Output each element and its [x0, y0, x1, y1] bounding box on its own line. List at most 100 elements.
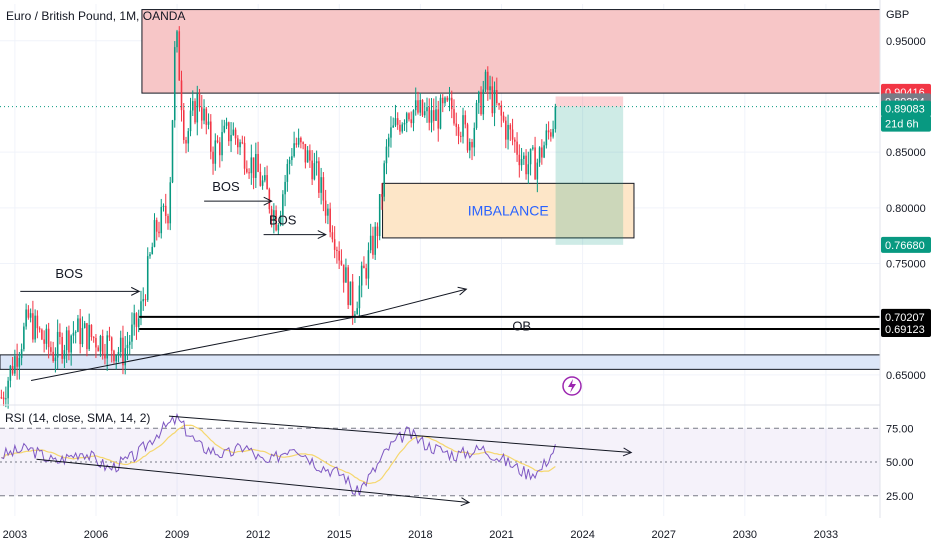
candle-body [435, 109, 437, 121]
candle-body [441, 97, 444, 104]
annotation-label: OB [512, 318, 531, 333]
candle-body [9, 365, 12, 381]
candle-body [306, 150, 309, 163]
candle-body [106, 335, 108, 359]
candle-body [246, 168, 248, 173]
candle-body [43, 339, 45, 344]
candle-body [523, 155, 525, 159]
candle-body [275, 210, 277, 231]
candle-body [273, 210, 275, 221]
candle-body [241, 142, 244, 144]
candle-body [511, 129, 514, 140]
candle-body [151, 246, 154, 255]
candle-body [534, 147, 536, 180]
candle-body [345, 267, 347, 283]
time-tick-label: 2027 [651, 529, 675, 541]
time-tick-label: 2006 [84, 529, 108, 541]
chart-title: Euro / British Pound, 1M, OANDA [6, 9, 185, 23]
candle-body [122, 337, 124, 366]
candle-body [318, 161, 320, 193]
time-axis-bg [0, 518, 932, 550]
candle-body [484, 71, 487, 90]
candle-body [41, 329, 43, 340]
candle-body [205, 108, 208, 125]
candle-body [239, 142, 241, 148]
candle-body [450, 97, 453, 110]
candle-body [550, 132, 552, 137]
candle-body [552, 128, 554, 137]
candle-body [475, 102, 478, 128]
candle-body [365, 268, 367, 279]
candle-body [110, 337, 113, 351]
candle-body [464, 115, 467, 125]
time-tick-label: 2018 [408, 529, 432, 541]
candle-body [423, 111, 426, 116]
candle-body [219, 142, 221, 156]
candle-body [99, 335, 102, 352]
candle-body [401, 124, 404, 132]
candle-body [320, 177, 322, 193]
candle-body [385, 146, 388, 164]
candle-body [257, 154, 259, 172]
candle-body [324, 200, 327, 216]
candle-body [47, 328, 50, 348]
alert-icon[interactable] [562, 376, 582, 396]
price-tick-label: 0.65000 [886, 370, 926, 382]
drawings[interactable]: BOS BOS BOS OB [0, 106, 880, 507]
candle-body [473, 127, 476, 148]
time-tick-label: 2024 [570, 529, 594, 541]
candle-body [351, 281, 354, 317]
candle-body [124, 348, 127, 366]
candle-body [437, 109, 440, 129]
candle-body [162, 205, 165, 207]
candle-body [327, 208, 329, 216]
price-tag-label: 0.89083 [885, 104, 925, 116]
candle-body [70, 335, 72, 353]
candle-body [61, 336, 63, 359]
candles [0, 26, 557, 409]
candle-body [543, 145, 545, 158]
stop-loss-area [555, 96, 624, 107]
candle-body [214, 140, 217, 164]
candle-body [428, 107, 431, 123]
candle-body [68, 330, 70, 353]
candle-body [426, 107, 428, 112]
candle-body [518, 154, 521, 166]
candle-body [529, 148, 532, 165]
candle-body [101, 335, 104, 355]
price-tag [881, 115, 931, 132]
candle-body [95, 338, 97, 348]
price-tick-label: 0.85000 [886, 147, 926, 159]
candle-body [250, 157, 253, 174]
candle-body [86, 323, 88, 350]
candle-body [5, 398, 7, 400]
rsi-channel-lower [36, 458, 470, 503]
position-tool[interactable] [555, 96, 624, 245]
candle-body [446, 97, 449, 101]
candle-body [342, 264, 345, 283]
candle-body [176, 31, 178, 48]
candle-body [160, 206, 163, 234]
candle-body [516, 141, 518, 155]
candle-body [155, 220, 158, 232]
candle-body [133, 313, 136, 325]
price-tag-label: 0.70207 [885, 312, 925, 324]
candle-body [408, 113, 410, 120]
candle-body [74, 331, 77, 333]
candle-body [72, 332, 75, 336]
candle-body [259, 171, 262, 186]
candle-body [196, 93, 199, 123]
candle-body [11, 365, 14, 374]
candle-body [144, 299, 147, 301]
candle-body [25, 309, 27, 327]
price-tag-label: 0.69123 [885, 324, 925, 336]
supply-zone [141, 9, 881, 94]
candle-body [286, 163, 289, 182]
candle-body [237, 138, 239, 148]
candle-body [462, 115, 464, 137]
candle-body [232, 129, 235, 136]
candle-body [27, 309, 30, 318]
candle-body [149, 254, 151, 257]
